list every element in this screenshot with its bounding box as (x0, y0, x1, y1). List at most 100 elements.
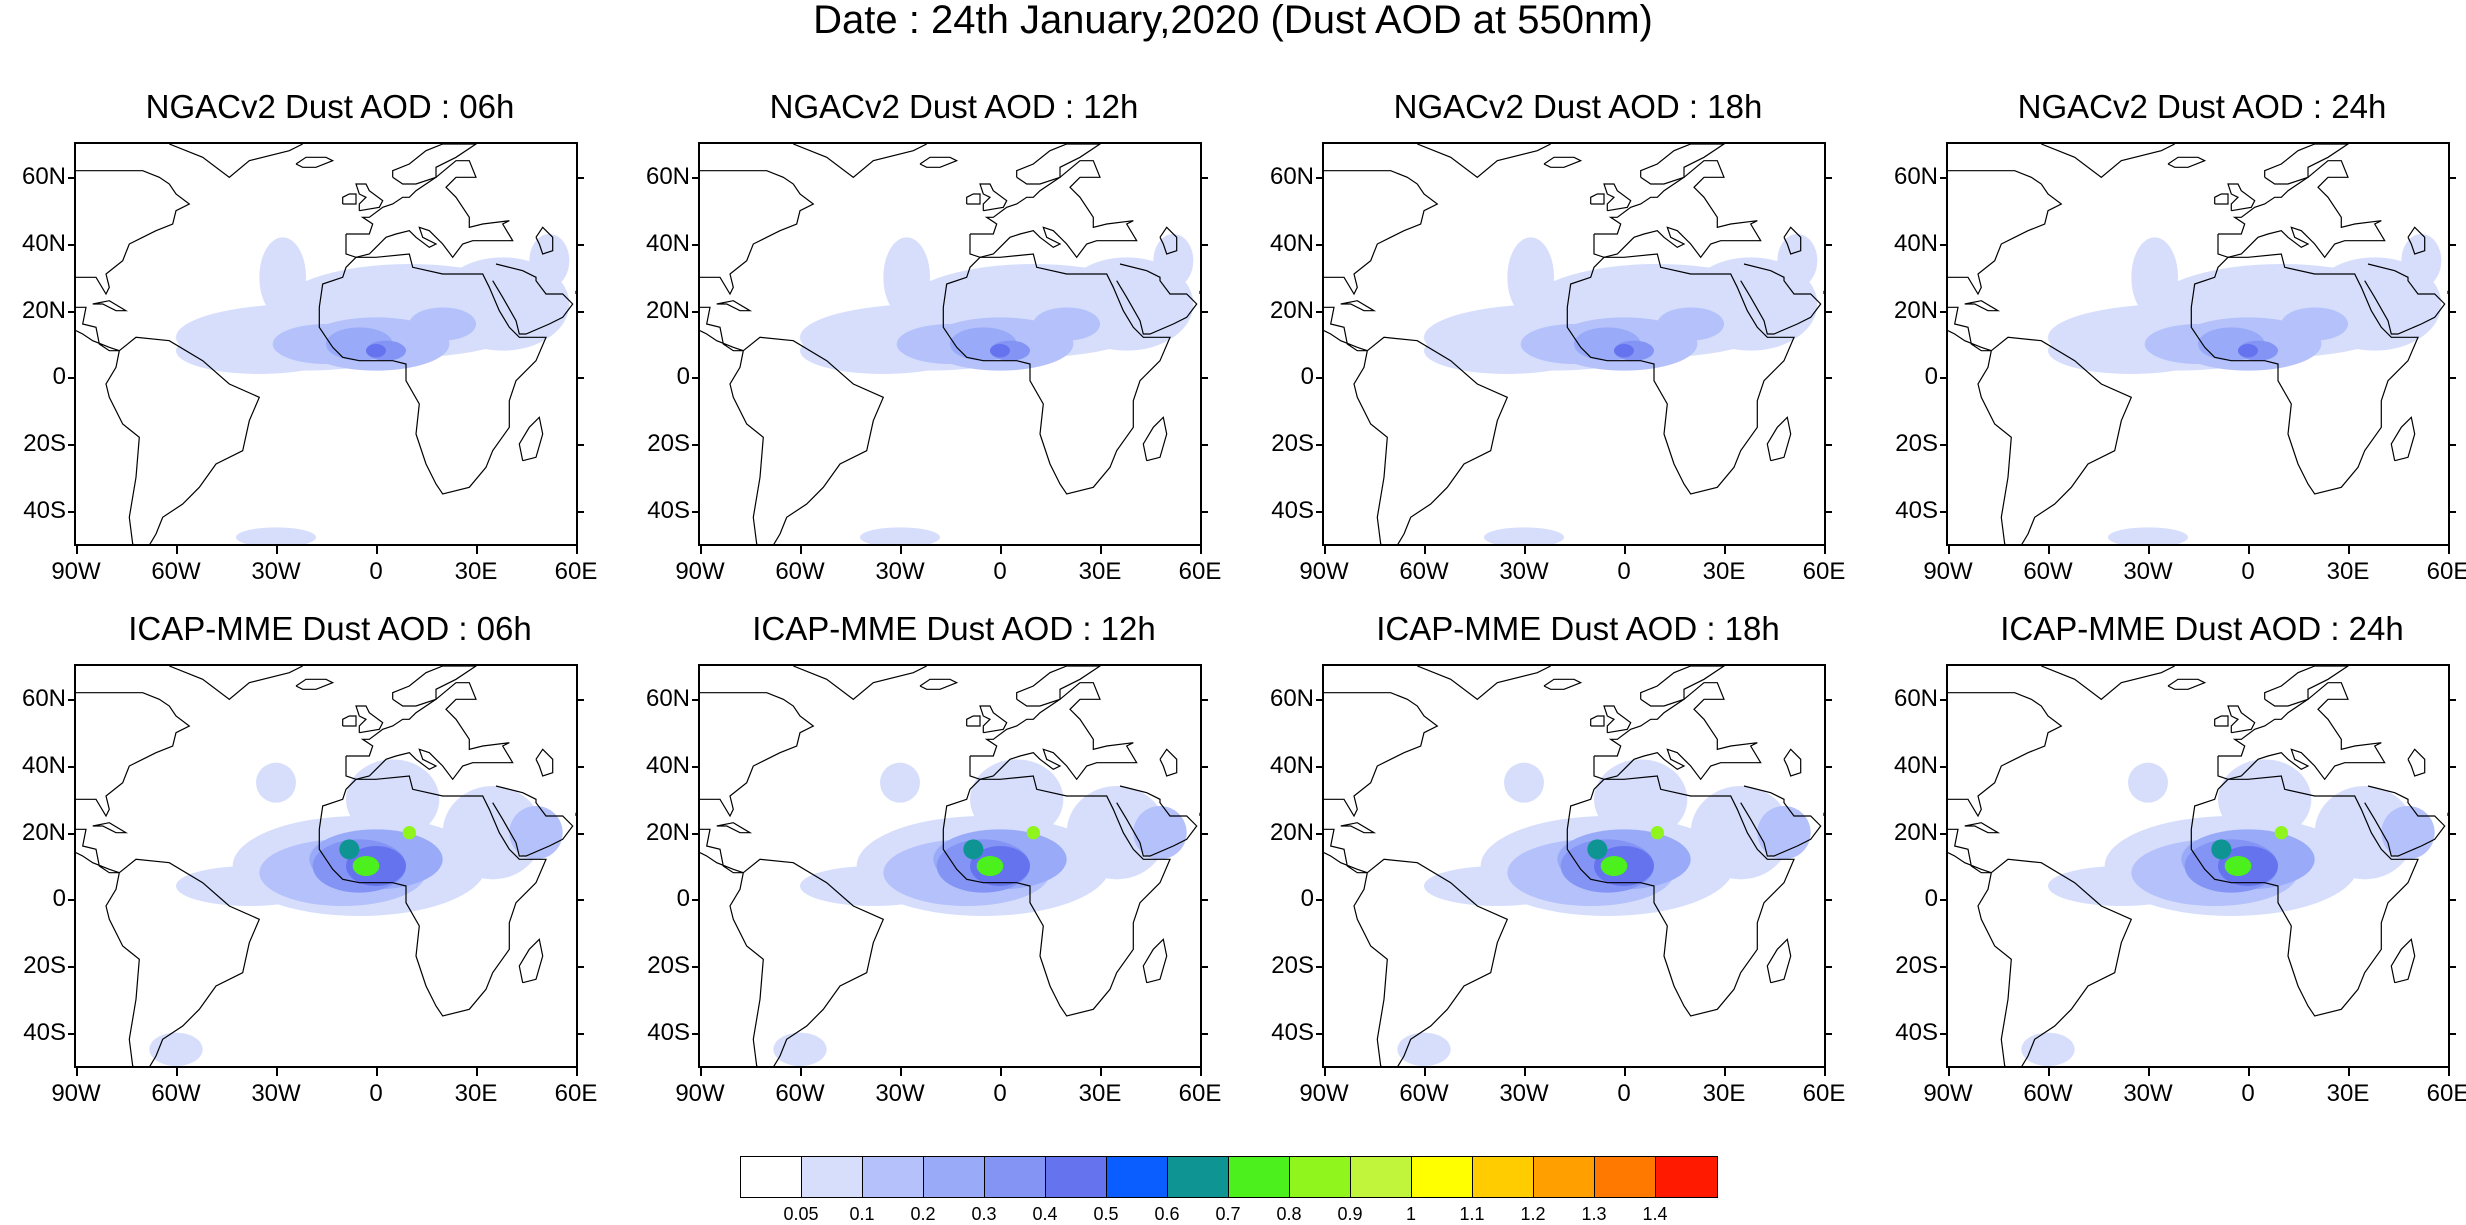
lon-tick (2248, 546, 2250, 554)
lat-tick (1316, 699, 1324, 702)
lon-tick-label: 30E (1702, 558, 1746, 585)
lon-tick-label: 30E (2326, 1080, 2370, 1107)
lat-tick-label: 0 (52, 363, 66, 391)
coastline (1116, 263, 1198, 335)
lat-tick-label: 0 (1300, 885, 1314, 913)
lat-tick-label: 60N (21, 685, 66, 713)
coastline (1948, 828, 1992, 874)
lon-tick-label: 90W (51, 1080, 101, 1107)
coastline (2167, 678, 2207, 690)
lon-tick-label: 60W (151, 1080, 201, 1107)
lon-tick (1424, 1068, 1426, 1076)
lon-tick-label: 0 (369, 558, 383, 585)
lat-tick (1940, 244, 1948, 246)
lat-tick-label: 60N (21, 163, 66, 191)
dust-aod-field (1026, 826, 1040, 840)
map-panel (74, 142, 578, 546)
coastline (392, 144, 478, 185)
coastline (92, 822, 129, 834)
lon-tick-label: 30W (875, 558, 925, 585)
dust-aod-field (352, 856, 380, 876)
colorbar-label: 0.8 (1276, 1204, 1302, 1224)
lon-tick-label: 30E (1702, 1080, 1746, 1107)
coastline (1543, 156, 1583, 168)
colorbar-label: 1.3 (1581, 1204, 1607, 1224)
lat-tick (68, 966, 76, 968)
lat-tick-label: 40S (647, 496, 690, 524)
dust-aod-field (346, 759, 440, 840)
coastline (793, 666, 927, 701)
lon-tick-label: 30W (1499, 558, 1549, 585)
dust-aod-field (2021, 1032, 2075, 1066)
lat-tick (1940, 444, 1948, 446)
lat-tick (1316, 310, 1324, 313)
lon-tick-label: 90W (1923, 558, 1973, 585)
coastline (700, 828, 744, 874)
coastline (1417, 144, 1551, 179)
lon-tick-label: 60W (775, 558, 825, 585)
lon-tick (700, 546, 702, 554)
coastline (492, 263, 574, 335)
lat-tick-label: 40S (647, 1018, 690, 1046)
lat-tick (68, 510, 76, 513)
dust-aod-field (1587, 839, 1608, 860)
coastline (1964, 300, 2001, 312)
lon-tick (800, 1068, 802, 1076)
coastline (76, 828, 120, 874)
lat-tick (2448, 244, 2456, 246)
lat-tick-label: 20N (645, 296, 690, 324)
coastline (969, 160, 1138, 259)
coastline (1948, 170, 2063, 296)
lat-tick-label: 20N (21, 818, 66, 846)
lat-tick (1824, 310, 1832, 313)
lat-tick-label: 20N (645, 818, 690, 846)
lat-tick (1200, 444, 1208, 446)
lat-tick (68, 377, 76, 380)
dust-aod-field (1153, 234, 1194, 288)
lat-tick (1824, 244, 1832, 246)
lon-tick-label: 60W (775, 1080, 825, 1107)
lat-tick (692, 832, 700, 835)
lon-tick (2148, 546, 2150, 554)
colorbar-swatch (1107, 1157, 1168, 1197)
colorbar-swatch (863, 1157, 924, 1197)
lon-tick (2048, 1068, 2050, 1076)
lon-tick (176, 1068, 178, 1076)
coastline (342, 715, 357, 727)
lat-tick (2448, 377, 2456, 380)
dust-aod-map (1324, 144, 1824, 544)
coastline (169, 144, 303, 179)
dust-aod-field (442, 786, 543, 880)
lat-tick (692, 177, 700, 180)
colorbar-swatch (1473, 1157, 1534, 1197)
lat-tick (692, 1032, 700, 1035)
map-panel (74, 664, 578, 1068)
lat-tick (68, 832, 76, 835)
coastline (318, 253, 547, 495)
coastline (2190, 775, 2419, 1017)
lat-tick (2448, 510, 2456, 513)
coastline (966, 715, 981, 727)
coastline (966, 193, 981, 205)
lon-tick (476, 1068, 478, 1076)
lat-tick (576, 832, 584, 835)
dust-aod-map (700, 144, 1200, 544)
lat-tick-label: 0 (1924, 363, 1938, 391)
lat-tick-label: 0 (676, 363, 690, 391)
coastline (1590, 193, 1605, 205)
coastline (2041, 144, 2175, 179)
coastline (1603, 183, 1632, 212)
map-panel (1946, 664, 2450, 1068)
coastline (2217, 160, 2386, 259)
coastline (2217, 682, 2386, 781)
lat-tick (692, 966, 700, 968)
lat-tick (2448, 1032, 2456, 1035)
coastline (1016, 144, 1102, 185)
lat-tick (1200, 177, 1208, 180)
lat-tick-label: 40N (1893, 752, 1938, 779)
coastline (1566, 253, 1795, 495)
dust-aod-field (1650, 826, 1664, 840)
lon-tick (376, 546, 378, 554)
lat-tick (1824, 1032, 1832, 1035)
coastline (1324, 692, 1439, 818)
